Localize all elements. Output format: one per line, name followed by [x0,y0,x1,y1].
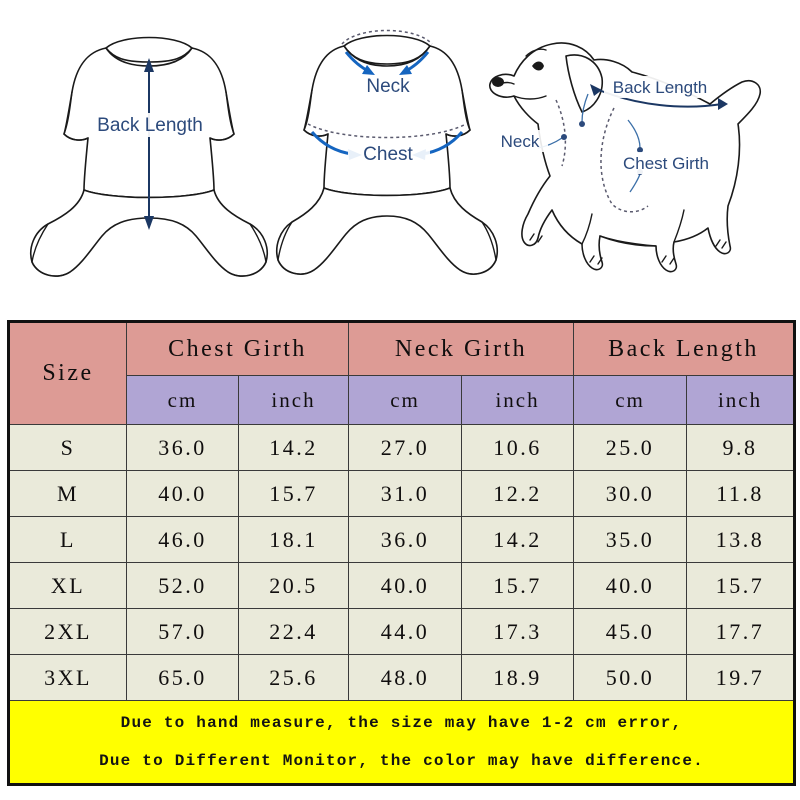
footnote-measure-error: Due to hand measure, the size may have 1… [120,714,683,732]
unit-back-cm: cm [573,375,688,425]
header-back-length: Back Length [573,321,796,376]
cell-chest-cm: 40.0 [126,470,239,517]
cell-neck-in: 10.6 [461,424,575,471]
cell-neck-in: 18.9 [461,654,575,701]
cell-chest-in: 20.5 [237,562,350,609]
unit-chest-cm: cm [126,375,239,425]
label-neck: Neck [366,76,410,97]
cell-back-in: 15.7 [686,562,796,609]
table-header-main: Size Chest Girth Neck Girth Back Length [8,321,796,425]
cell-back-in: 19.7 [686,654,796,701]
table-footnotes-row: Due to hand measure, the size may have 1… [7,700,796,785]
diagram-back-length: Back Length [14,0,284,300]
cell-size: 3XL [8,654,127,701]
diagram-neck-chest: Neck Chest [272,0,502,300]
cell-size: M [8,470,127,517]
unit-chest-inch: inch [237,375,350,425]
label-neck: Neck [501,132,540,151]
cell-chest-cm: 57.0 [126,608,239,655]
table-row: 3XL 65.0 25.6 48.0 18.9 50.0 19.7 [8,654,796,701]
cell-back-cm: 50.0 [573,654,688,701]
cell-size: XL [8,562,127,609]
cell-neck-cm: 36.0 [348,516,463,563]
unit-neck-cm: cm [348,375,463,425]
cell-chest-in: 25.6 [237,654,350,701]
cell-back-cm: 45.0 [573,608,688,655]
cell-neck-cm: 40.0 [348,562,463,609]
cell-neck-in: 14.2 [461,516,575,563]
cell-neck-cm: 27.0 [348,424,463,471]
cell-size: S [8,424,127,471]
size-chart-table-wrapper: Size Chest Girth Neck Girth Back Length … [7,320,797,786]
cell-chest-cm: 52.0 [126,562,239,609]
footnotes-cell: Due to hand measure, the size may have 1… [7,700,796,785]
cell-neck-cm: 48.0 [348,654,463,701]
diagram-dog-measurements: Neck Back Length Chest Girth [470,0,790,300]
cell-size: L [8,516,127,563]
cell-chest-in: 22.4 [237,608,350,655]
label-back-length: Back Length [97,115,203,136]
cell-neck-cm: 31.0 [348,470,463,517]
neck-girth-dotted [555,99,567,167]
header-chest-girth: Chest Girth [125,321,350,376]
chest-dotted-line [307,123,467,139]
table-row: S 36.0 14.2 27.0 10.6 25.0 9.8 [8,424,796,471]
label-back-length: Back Length [613,78,708,97]
cell-neck-in: 15.7 [461,562,575,609]
cell-neck-in: 17.3 [461,608,575,655]
label-chest: Chest [363,144,413,165]
cell-chest-cm: 46.0 [126,516,239,563]
neck-dotted-arc [341,29,433,45]
table-row: L 46.0 18.1 36.0 14.2 35.0 13.8 [8,516,796,563]
footnote-monitor-color: Due to Different Monitor, the color may … [99,752,704,770]
cell-back-cm: 35.0 [573,516,688,563]
cell-chest-cm: 65.0 [126,654,239,701]
back-length-arrow [144,58,154,230]
cell-chest-in: 18.1 [237,516,350,563]
cell-back-in: 13.8 [686,516,796,563]
cell-back-in: 9.8 [686,424,796,471]
cell-size: 2XL [8,608,127,655]
cell-back-cm: 40.0 [573,562,688,609]
cell-back-in: 11.8 [686,470,796,517]
header-neck-girth: Neck Girth [348,321,575,376]
table-row: M 40.0 15.7 31.0 12.2 30.0 11.8 [8,470,796,517]
unit-neck-inch: inch [461,375,575,425]
cell-chest-in: 15.7 [237,470,350,517]
cell-chest-cm: 36.0 [126,424,239,471]
cell-neck-cm: 44.0 [348,608,463,655]
unit-back-inch: inch [686,375,796,425]
table-row: XL 52.0 20.5 40.0 15.7 40.0 15.7 [8,562,796,609]
size-chart-table: Size Chest Girth Neck Girth Back Length … [7,320,797,786]
cell-back-in: 17.7 [686,608,796,655]
table-row: 2XL 57.0 22.4 44.0 17.3 45.0 17.7 [8,608,796,655]
cell-chest-in: 14.2 [237,424,350,471]
neck-arrows [344,51,430,75]
header-size: Size [8,321,127,425]
cell-back-cm: 30.0 [573,470,688,517]
label-chest-girth: Chest Girth [623,154,709,173]
table-header-units: cm inch cm inch cm inch [9,375,796,425]
illustration-band: Back Length [0,0,800,318]
cell-back-cm: 25.0 [573,424,688,471]
cell-neck-in: 12.2 [461,470,575,517]
